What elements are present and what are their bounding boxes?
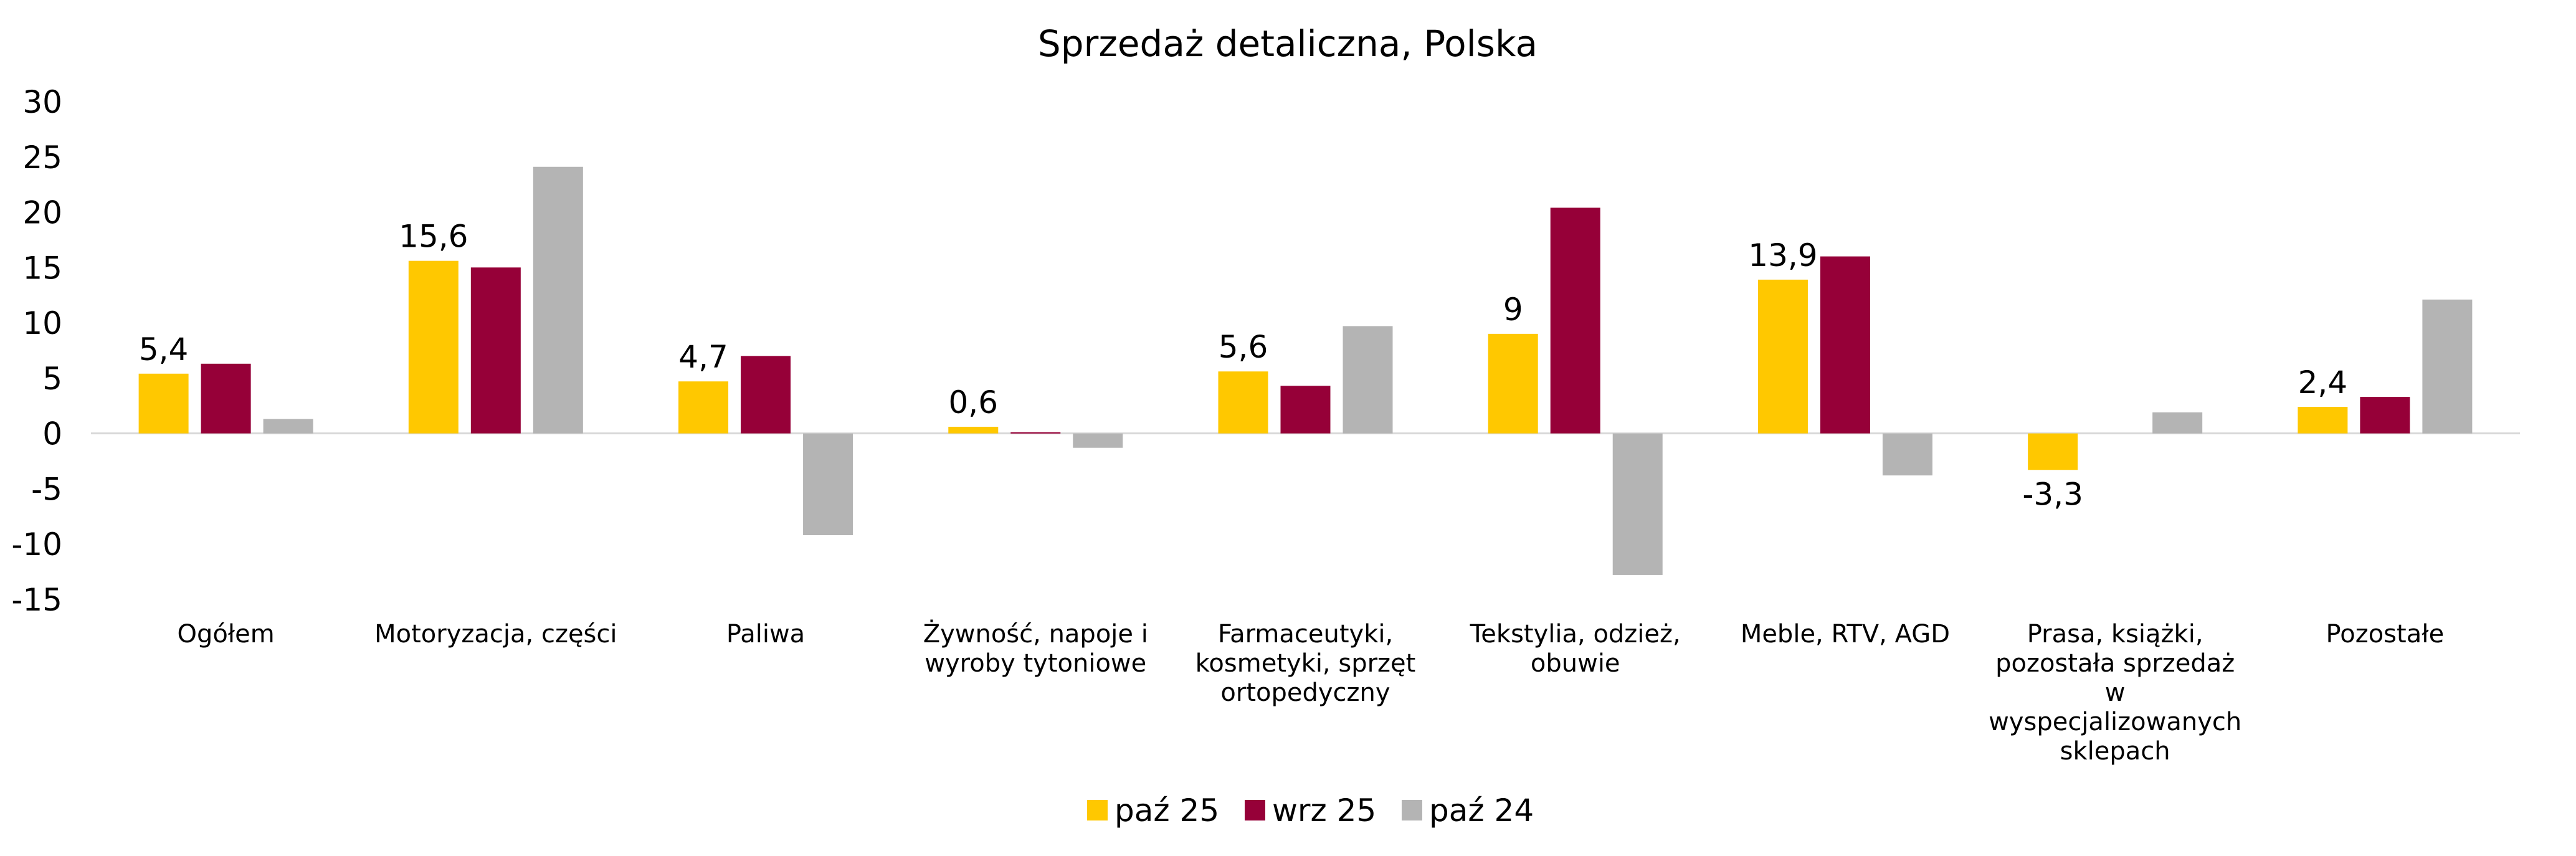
y-tick-label: -15 (11, 582, 62, 618)
y-tick-label: 0 (42, 416, 62, 452)
data-label: -3,3 (2022, 476, 2083, 512)
bar-1-5 (1218, 371, 1268, 434)
data-label: 0,6 (949, 384, 999, 421)
bar-1-2 (408, 260, 459, 434)
bar-1-8 (2028, 433, 2078, 470)
bar-3-7 (1882, 433, 1932, 476)
y-tick-label: 30 (22, 84, 62, 120)
bar-1-3 (678, 381, 729, 434)
data-label: 2,4 (2298, 364, 2348, 401)
bar-2-3 (741, 356, 791, 434)
y-axis: 30 25 20 15 10 5 0 -5 -10 -15 (11, 84, 62, 618)
y-tick-label: -5 (31, 471, 62, 507)
chart-title: Sprzedaż detaliczna, Polska (1038, 22, 1538, 65)
bar-1-6 (1488, 333, 1538, 434)
bar-2-6 (1550, 207, 1600, 434)
legend-swatch (1245, 800, 1265, 820)
y-tick-label: 10 (22, 305, 62, 341)
y-tick-label: 5 (42, 361, 62, 397)
data-label: 9 (1503, 292, 1523, 328)
category-label: Motoryzacja, części (374, 620, 617, 649)
bar-1-9 (2298, 407, 2348, 434)
bar-2-5 (1280, 386, 1331, 434)
data-label: 4,7 (678, 339, 728, 375)
data-label: 5,6 (1219, 329, 1268, 365)
category-label: Prasa, książki, pozostała sprzedaż w wyspec… (1989, 620, 2241, 766)
y-tick-label: 25 (22, 140, 62, 176)
bar-2-1 (201, 363, 251, 434)
bar-2-4 (1010, 432, 1061, 434)
bar-2-9 (2360, 397, 2410, 434)
bar-1-4 (948, 427, 999, 434)
legend-label: paź 25 (1115, 792, 1219, 829)
y-tick-label: 15 (22, 250, 62, 286)
data-labels-layer: 5,4 15,6 4,7 0,6 5,6 9 13,9 -3,3 2,4 (139, 219, 2347, 513)
bar-1-1 (138, 373, 189, 434)
bar-2-2 (470, 267, 521, 434)
y-tick-label: -10 (11, 526, 62, 563)
category-label: Żywność, napoje i wyroby tytoniowe (923, 619, 1148, 678)
bar-3-4 (1073, 433, 1123, 448)
bar-3-3 (803, 433, 853, 536)
category-label: Pozostałe (2326, 620, 2445, 649)
bar-3-9 (2422, 299, 2473, 434)
bar-1-7 (1757, 279, 1808, 434)
legend: paź 25 wrz 25 paź 24 (1087, 792, 1534, 829)
y-tick-label: 20 (22, 195, 62, 231)
bar-3-2 (533, 166, 583, 434)
bar-3-6 (1612, 433, 1663, 575)
category-label: Ogółem (177, 620, 274, 649)
legend-label: paź 24 (1429, 792, 1534, 829)
category-label: Tekstylia, odzież, obuwie (1470, 620, 1681, 678)
bar-2-7 (1820, 256, 1870, 434)
legend-label: wrz 25 (1272, 792, 1376, 829)
legend-swatch (1402, 800, 1422, 820)
bar-3-5 (1343, 326, 1393, 434)
category-labels: Ogółem Motoryzacja, części Paliwa Żywność, … (177, 619, 2444, 766)
category-label: Farmaceutyki, kosmetyki, sprzęt ortopedycz… (1195, 620, 1416, 707)
legend-swatch (1087, 800, 1108, 820)
data-label: 15,6 (399, 219, 468, 255)
data-label: 5,4 (139, 331, 189, 368)
category-label: Meble, RTV, AGD (1741, 620, 1950, 649)
category-label: Paliwa (726, 620, 805, 649)
bars-layer (138, 166, 2473, 575)
data-label: 13,9 (1748, 237, 1817, 273)
bar-3-1 (263, 419, 313, 434)
bar-3-8 (2152, 412, 2203, 434)
